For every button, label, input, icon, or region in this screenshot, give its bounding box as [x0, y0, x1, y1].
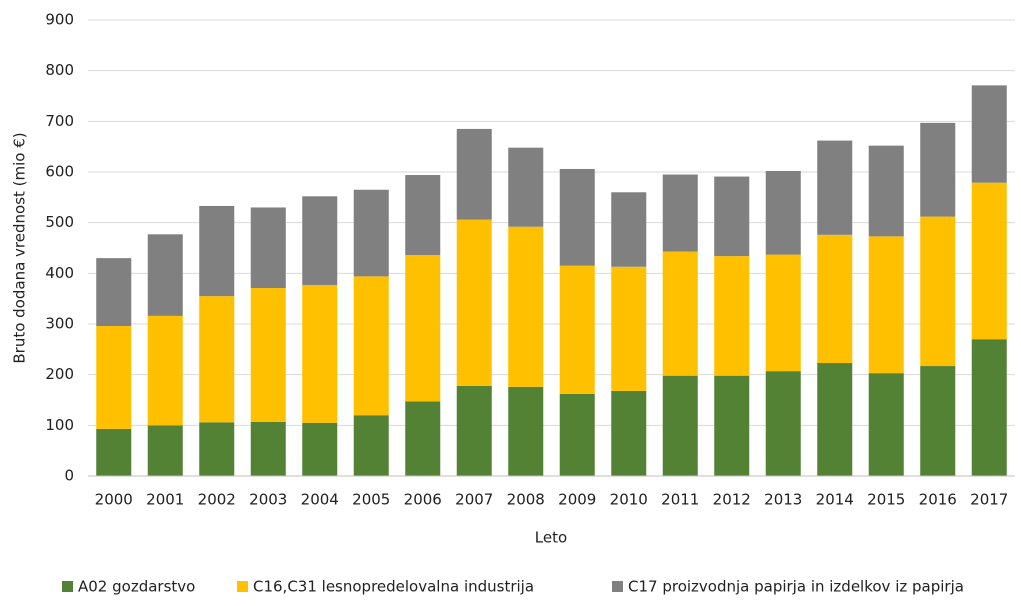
bar-segment [559, 168, 595, 266]
bar-segment [405, 175, 441, 256]
bar-segment [147, 315, 183, 426]
x-tick-label: 2010 [610, 491, 648, 509]
bar-segment [456, 385, 492, 476]
bar-segment [611, 390, 647, 476]
bar-segment [302, 284, 338, 423]
bar-segment [714, 375, 750, 476]
bar-segment [714, 256, 750, 376]
x-tick-label: 2005 [352, 491, 390, 509]
bar-segment [971, 339, 1007, 476]
bar-segment [96, 258, 132, 327]
x-tick-label: 2003 [249, 491, 287, 509]
x-tick-label: 2006 [404, 491, 442, 509]
bar-segment [508, 147, 544, 227]
x-axis-title: Leto [535, 529, 567, 547]
x-tick-label: 2016 [919, 491, 957, 509]
x-tick-label: 2015 [867, 491, 905, 509]
y-tick-label: 0 [64, 467, 74, 485]
bar-segment [302, 196, 338, 285]
y-tick-label: 300 [45, 315, 74, 333]
bar-segment [405, 401, 441, 476]
x-tick-label: 2012 [713, 491, 751, 509]
bar-segment [559, 393, 595, 476]
y-tick-label: 200 [45, 365, 74, 383]
bar-segment [971, 85, 1007, 183]
bar-segment [353, 276, 389, 416]
x-tick-label: 2017 [970, 491, 1008, 509]
bar-segment [920, 366, 956, 476]
bar-segment [662, 375, 698, 476]
legend-label: C16,C31 lesnopredelovalna industrija [253, 578, 534, 596]
x-tick-label: 2007 [455, 491, 493, 509]
y-tick-label: 100 [45, 416, 74, 434]
bar-segment [147, 425, 183, 476]
bar-segment [353, 189, 389, 277]
bar-segment [250, 288, 286, 422]
bar-segment [920, 216, 956, 367]
bar-segment [302, 422, 338, 476]
bar-segment [353, 415, 389, 476]
y-tick-label: 500 [45, 213, 74, 231]
bar-segment [508, 226, 544, 387]
bar-segment [199, 205, 235, 297]
x-tick-label: 2013 [764, 491, 802, 509]
bar-segment [456, 219, 492, 386]
x-tick-label: 2002 [198, 491, 236, 509]
bar-segment [559, 265, 595, 394]
bar-segment [96, 428, 132, 476]
legend-swatch [62, 581, 73, 592]
y-tick-label: 700 [45, 112, 74, 130]
legend-label: C17 proizvodnja papirja in izdelkov iz p… [628, 578, 964, 596]
bar-segment [508, 386, 544, 476]
y-tick-label: 900 [45, 11, 74, 29]
x-tick-label: 2011 [661, 491, 699, 509]
legend-swatch [612, 581, 623, 592]
bar-segment [920, 122, 956, 217]
bar-segment [765, 254, 801, 372]
y-axis-title: Bruto dodana vrednost (mio €) [11, 132, 29, 363]
bar-segment [817, 140, 853, 235]
y-tick-label: 800 [45, 61, 74, 79]
x-tick-label: 2009 [558, 491, 596, 509]
bar-segment [250, 421, 286, 476]
x-tick-label: 2001 [146, 491, 184, 509]
bar-segment [147, 234, 183, 316]
bar-segment [765, 371, 801, 476]
x-tick-label: 2014 [816, 491, 854, 509]
bar-segment [405, 255, 441, 402]
bar-segment [456, 128, 492, 220]
legend-swatch [237, 581, 248, 592]
x-tick-label: 2008 [507, 491, 545, 509]
x-tick-label: 2004 [301, 491, 339, 509]
bar-segment [96, 326, 132, 429]
y-tick-label: 400 [45, 264, 74, 282]
bar-segment [817, 363, 853, 476]
legend-label: A02 gozdarstvo [78, 578, 195, 596]
bar-segment [611, 266, 647, 391]
y-tick-label: 600 [45, 163, 74, 181]
bar-segment [662, 251, 698, 376]
bar-segment [714, 176, 750, 257]
bar-segment [611, 192, 647, 267]
bar-segment [662, 174, 698, 252]
bar-segment [199, 296, 235, 423]
bar-segment [868, 373, 904, 476]
bar-segment [765, 170, 801, 255]
bar-segment [817, 234, 853, 364]
bar-segment [199, 422, 235, 476]
bar-segment [971, 182, 1007, 340]
x-tick-label: 2000 [95, 491, 133, 509]
bar-segment [868, 236, 904, 374]
bar-segment [250, 207, 286, 289]
bar-segment [868, 145, 904, 237]
